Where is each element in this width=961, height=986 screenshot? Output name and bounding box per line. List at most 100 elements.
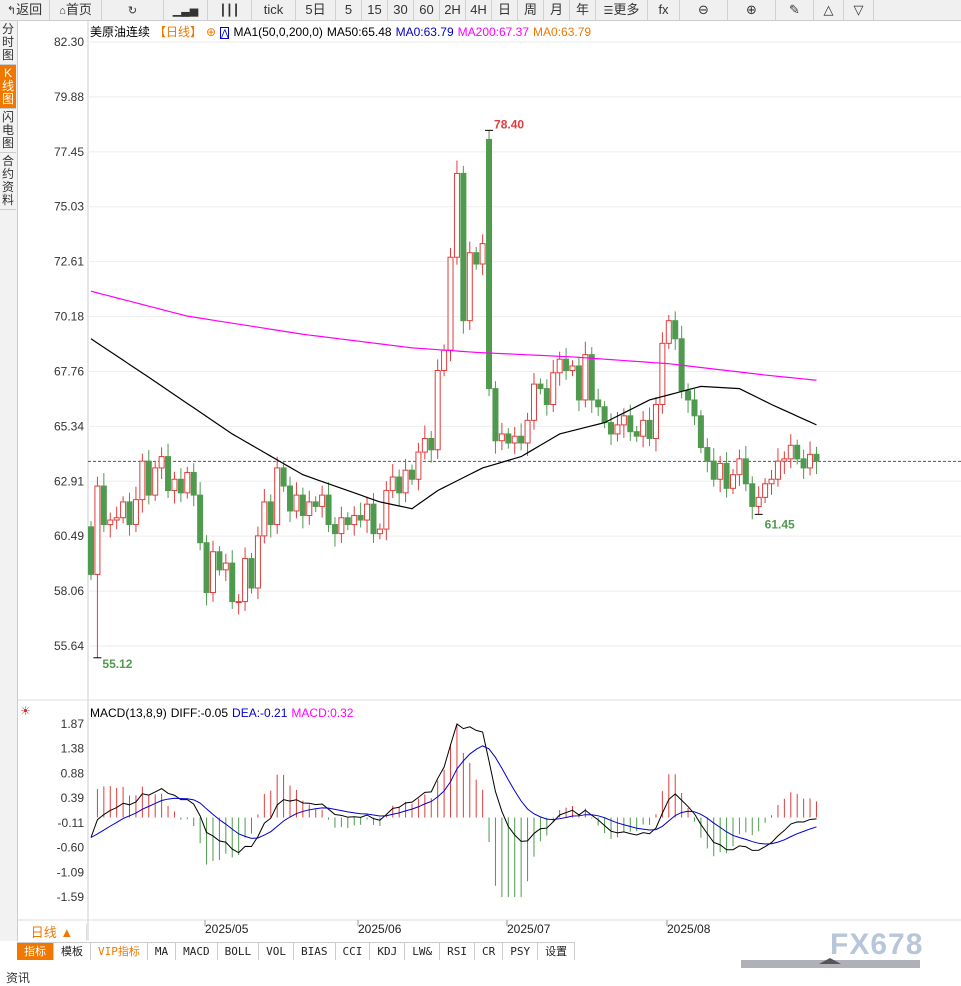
toolbar-triangle-up-icon-button[interactable]: △ [814, 0, 844, 20]
toolbar-btn-周-button[interactable]: 周 [518, 0, 544, 20]
indicator-tab[interactable]: RSI [440, 943, 475, 960]
indicator-tab[interactable]: VIP指标 [91, 943, 148, 960]
back-arrow-icon: ↰ [6, 5, 17, 17]
left-tab-1[interactable]: K线图 [0, 65, 16, 109]
candle-body [627, 415, 634, 433]
scrollbar[interactable] [741, 958, 920, 968]
toolbar-triangle-down-icon-button[interactable]: ▽ [844, 0, 874, 20]
indicator-tab[interactable]: PSY [503, 943, 539, 960]
candle-body [685, 390, 692, 401]
indicator-tab[interactable]: MA [148, 943, 177, 960]
ma50-line [90, 338, 817, 510]
left-tab-2[interactable]: 闪电图 [0, 109, 16, 153]
macd-settings-icon[interactable]: ☀ [20, 704, 31, 718]
toolbar-chart-bars-icon-button[interactable]: ▁▃▅ [164, 0, 208, 20]
toolbar-pen-icon-button[interactable]: ✎ [776, 0, 814, 20]
macd-tick-label: 0.39 [61, 791, 85, 805]
toolbar-btn-30-button[interactable]: 30 [388, 0, 414, 20]
candle-body [556, 358, 563, 374]
indicator-tab[interactable]: 模板 [54, 943, 91, 960]
candle-body [216, 551, 223, 571]
candle-body [383, 490, 390, 530]
toolbar-btn-4H-button[interactable]: 4H [466, 0, 492, 20]
candle-body [319, 494, 326, 507]
candle-body [588, 354, 595, 401]
candle-body [376, 528, 383, 535]
candle-body [582, 354, 589, 401]
watermark: FX678 [830, 928, 924, 961]
candle-body [530, 383, 537, 421]
candle-body [620, 415, 627, 426]
toolbar-btn-5-button[interactable]: 5 [336, 0, 362, 20]
toolbar-back-arrow-icon-button[interactable]: ↰返回 [0, 0, 50, 20]
toolbar-btn-60-button[interactable]: 60 [414, 0, 440, 20]
candle-body [242, 558, 249, 603]
toolbar-btn-15-button[interactable]: 15 [362, 0, 388, 20]
news-tab[interactable]: 资讯 [6, 971, 31, 985]
candle-body [267, 501, 274, 526]
toolbar-btn-2H-button[interactable]: 2H [440, 0, 466, 20]
period-selector[interactable]: 日线 ▲ [18, 924, 87, 941]
candle-body [723, 462, 730, 489]
indicator-tab[interactable]: 设置 [538, 943, 576, 960]
toolbar-candle-icon-button[interactable]: ┃┃┃ [208, 0, 252, 20]
candle-body [248, 558, 255, 589]
indicator-tab[interactable]: LW& [405, 943, 441, 960]
candle-body [184, 471, 191, 494]
indicator-tab[interactable]: BOLL [218, 943, 260, 960]
scroll-up-icon[interactable] [819, 958, 841, 964]
toolbar-btn-月-button[interactable]: 月 [544, 0, 570, 20]
candle-body [704, 447, 711, 462]
toolbar-btn-年-button[interactable]: 年 [570, 0, 596, 20]
toolbar-label: 2H [444, 2, 461, 17]
price-tick-label: 67.76 [54, 364, 84, 378]
diff-value: DIFF:-0.05 [170, 706, 229, 720]
candle-body [235, 601, 242, 604]
candle-body [402, 469, 409, 494]
candle-body [261, 501, 268, 537]
toolbar-btn-日-button[interactable]: 日 [492, 0, 518, 20]
toolbar-btn-tick-button[interactable]: tick [252, 0, 296, 20]
toolbar-label: 首页 [65, 2, 92, 17]
left-tab-0[interactable]: 分时图 [0, 21, 16, 65]
candle-body [152, 467, 159, 496]
price-tick-label: 77.45 [54, 145, 84, 159]
left-tab-3[interactable]: 合约资料 [0, 153, 16, 210]
candle-body [165, 456, 172, 492]
candle-body [113, 517, 120, 521]
toolbar-label: ✎ [789, 2, 800, 17]
left-tabs: 分时图 K线图 闪电图 合约资料 [0, 21, 18, 941]
toolbar-zoom-in-icon-button[interactable]: ⊕ [728, 0, 776, 20]
indicator-tab[interactable]: CR [475, 943, 504, 960]
indicator-tab[interactable]: KDJ [370, 943, 406, 960]
candle-body [665, 320, 672, 344]
candle-body [229, 562, 236, 603]
candle-body [652, 403, 659, 439]
candle-body [736, 458, 743, 476]
candle-body [460, 172, 467, 322]
candle-body [774, 460, 781, 480]
toolbar-zoom-out-icon-button[interactable]: ⊖ [680, 0, 728, 20]
period-label[interactable]: 【日线】 [154, 25, 203, 39]
candle-body [287, 485, 294, 512]
candle-body [139, 460, 146, 501]
ma-indicator-icon[interactable]: ⊕ [206, 25, 217, 39]
indicator-tab[interactable]: VOL [259, 943, 294, 960]
candle-body [120, 501, 127, 519]
toolbar-refresh-icon-button[interactable]: ↻ [102, 0, 164, 20]
indicator-tab[interactable]: CCI [336, 943, 371, 960]
toolbar-fx-icon-button[interactable]: fx [648, 0, 680, 20]
indicator-tab[interactable]: BIAS [294, 943, 336, 960]
ma0a-value: MA0:63.79 [395, 25, 454, 39]
toolbar: ↰返回 ⌂首页 ↻ ▁▃▅ ┃┃┃ tick 5日 5 15 30 60 2H 4H 日周月年 ☰更多 fx ⊖… [0, 0, 961, 21]
indicator-tabs: 指标 模板 VIP指标 MA MACD BOLL VOL BIAS CCI KDJ LW& RSI CR… [17, 942, 576, 960]
toolbar-menu-icon-button[interactable]: ☰更多 [596, 0, 648, 20]
indicator-tab[interactable]: 指标 [17, 943, 54, 960]
macd-tick-label: -1.09 [57, 865, 85, 879]
candle-body [807, 453, 814, 469]
toolbar-btn-5日-button[interactable]: 5日 [296, 0, 336, 20]
macd-tick-label: 1.87 [61, 717, 85, 731]
indicator-tab[interactable]: MACD [176, 943, 218, 960]
toolbar-home-icon-button[interactable]: ⌂首页 [50, 0, 102, 20]
